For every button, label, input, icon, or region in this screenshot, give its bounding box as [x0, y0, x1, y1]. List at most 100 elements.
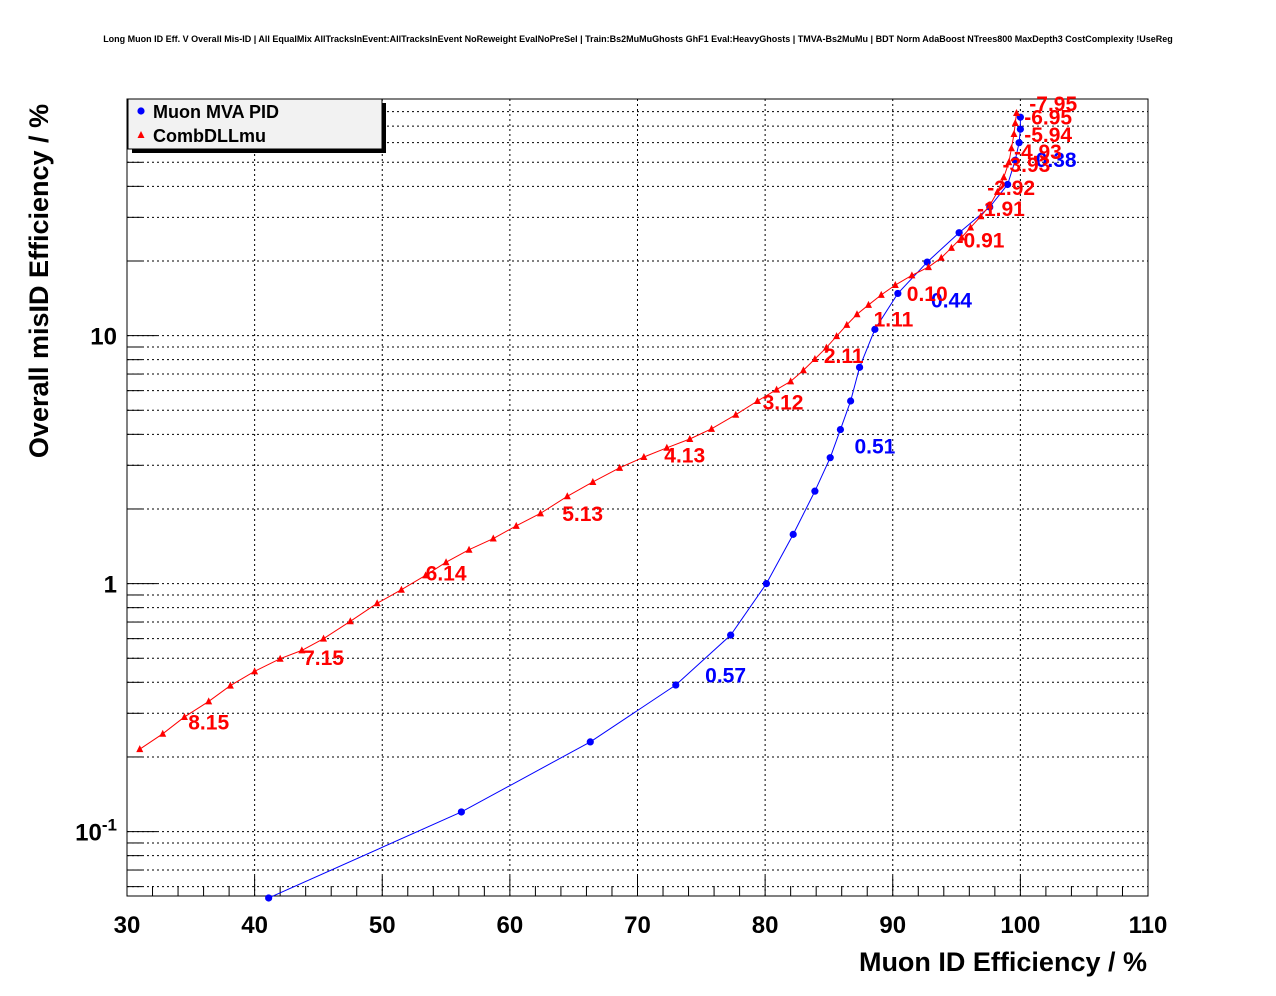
- data-point: [397, 585, 405, 593]
- data-point: [799, 366, 807, 374]
- grid: [127, 98, 1148, 896]
- data-point: [908, 271, 916, 279]
- data-point: [773, 385, 781, 393]
- x-tick-label: 30: [114, 912, 141, 939]
- series-combdllmu: [136, 109, 1021, 753]
- data-point: [847, 397, 855, 405]
- x-tick-label: 100: [1000, 912, 1040, 939]
- y-tick-label: 1: [104, 572, 117, 599]
- x-tick-label: 80: [752, 912, 779, 939]
- data-point: [616, 463, 624, 471]
- legend-label: Muon MVA PID: [153, 102, 279, 122]
- chart-title: Long Muon ID Eff. V Overall Mis-ID | All…: [103, 34, 1173, 44]
- y-tick-label: 10-1: [75, 816, 117, 847]
- data-point: [672, 681, 680, 689]
- data-label: 0.10: [907, 283, 948, 306]
- data-point: [226, 681, 234, 689]
- data-point: [373, 599, 381, 607]
- x-tick-label: 60: [497, 912, 524, 939]
- data-point: [891, 281, 899, 289]
- data-point: [955, 229, 963, 237]
- data-point: [265, 894, 273, 902]
- data-point: [811, 487, 819, 495]
- data-series: [136, 109, 1024, 902]
- data-point: [871, 325, 879, 333]
- data-point: [320, 634, 328, 642]
- data-point: [1007, 144, 1015, 152]
- data-point: [1000, 173, 1008, 181]
- data-point: [1011, 156, 1019, 164]
- data-point: [136, 745, 144, 753]
- x-tick-label: 40: [241, 912, 268, 939]
- data-point: [589, 477, 597, 485]
- data-label: -1.91: [977, 198, 1025, 221]
- data-point: [894, 289, 902, 298]
- data-point: [924, 263, 932, 271]
- data-label: 1.11: [874, 308, 914, 331]
- legend-box: [127, 98, 383, 150]
- data-point: [346, 617, 354, 625]
- data-point: [986, 201, 994, 209]
- data-label: 0.51: [854, 435, 895, 458]
- x-axis-tick-labels: 30 40 50 60 70 80 90 100 110: [114, 912, 1168, 939]
- data-label: 8.15: [188, 712, 229, 735]
- series-muon-mva-pid: [265, 113, 1024, 902]
- data-point: [753, 397, 761, 405]
- data-point: [727, 631, 735, 639]
- data-label: 5.13: [562, 503, 603, 526]
- data-point: [1013, 109, 1021, 117]
- data-point: [251, 667, 259, 675]
- point-labels: 0.57 0.51 0.44 0.38 8.15 7.15 6.14 5.13 4.13 3.12…: [188, 93, 1077, 735]
- data-point: [640, 453, 648, 461]
- series-line-muon-mva-pid: [268, 117, 1021, 899]
- data-point: [422, 571, 430, 579]
- x-axis-title: Muon ID Efficiency / %: [859, 947, 1147, 977]
- data-label: 2.11: [824, 345, 864, 368]
- data-point: [826, 454, 834, 462]
- data-point: [789, 530, 797, 538]
- data-point: [822, 343, 830, 351]
- data-point: [853, 310, 861, 318]
- data-point: [787, 377, 795, 385]
- data-point: [586, 738, 594, 746]
- data-point: [1011, 119, 1019, 127]
- data-point: [762, 580, 771, 588]
- y-tick-label: 10: [90, 324, 117, 351]
- x-tick-label: 50: [369, 912, 396, 939]
- data-point: [923, 258, 931, 266]
- data-point: [732, 410, 740, 418]
- data-label: -4.93: [1014, 141, 1062, 164]
- data-point: [489, 534, 497, 542]
- data-point: [855, 363, 864, 371]
- data-label: 0.57: [705, 664, 746, 687]
- data-point: [947, 243, 955, 251]
- x-tick-label: 110: [1129, 912, 1168, 939]
- data-label: -3.93: [1003, 154, 1051, 177]
- data-label: 6.14: [426, 562, 467, 585]
- y-axis-tick-labels: 10-1 1 10: [75, 324, 117, 847]
- data-label: -6.95: [1024, 107, 1072, 130]
- data-label: -7.95: [1029, 93, 1077, 116]
- data-label: -5.94: [1024, 124, 1072, 147]
- data-label: -0.91: [957, 229, 1005, 252]
- data-point: [205, 697, 213, 705]
- data-point: [512, 521, 520, 529]
- data-point: [967, 223, 975, 231]
- data-label: 4.13: [664, 444, 705, 467]
- data-point: [276, 654, 284, 662]
- legend-label: CombDLLmu: [153, 126, 266, 146]
- data-point: [537, 509, 545, 517]
- data-point: [1015, 139, 1023, 147]
- data-point: [977, 212, 985, 220]
- y-axis-title: Overall misID Efficiency / %: [24, 104, 54, 458]
- data-point: [457, 808, 465, 816]
- data-point: [1004, 180, 1012, 189]
- data-point: [836, 425, 845, 434]
- data-label: -2.92: [987, 177, 1035, 200]
- data-point: [833, 332, 841, 340]
- data-point: [993, 187, 1001, 195]
- data-label: 0.44: [931, 289, 972, 312]
- data-point: [298, 646, 306, 654]
- data-point: [663, 443, 671, 451]
